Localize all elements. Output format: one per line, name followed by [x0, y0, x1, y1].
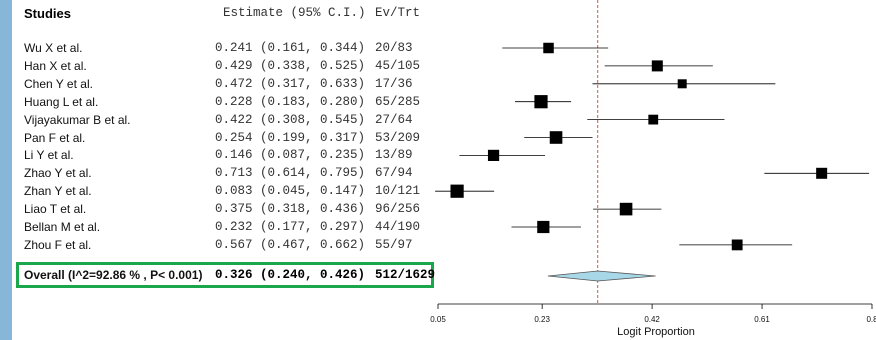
study-evtrt: 44/190: [375, 220, 421, 234]
point-estimate-square: [537, 220, 550, 234]
study-name: Liao T et al.: [24, 202, 87, 217]
point-estimate-square: [534, 95, 548, 109]
study-estimate: 0.567 (0.467, 0.662): [215, 237, 366, 252]
x-tick-label: 0.23: [534, 315, 550, 324]
study-row: Pan F et al. 0.254 (0.199, 0.317) 53/209: [0, 131, 440, 148]
header-evtrt: Ev/Trt: [375, 6, 421, 20]
study-estimate: 0.713 (0.614, 0.795): [215, 166, 366, 181]
study-estimate: 0.429 (0.338, 0.525): [215, 58, 366, 73]
study-evtrt: 45/105: [375, 58, 421, 73]
study-row: Huang L et al. 0.228 (0.183, 0.280) 65/285: [0, 95, 440, 112]
overall-highlight-box: [16, 262, 434, 288]
study-row: Han X et al. 0.429 (0.338, 0.525) 45/105: [0, 59, 440, 76]
study-evtrt: 65/285: [375, 94, 421, 109]
point-estimate-square: [648, 114, 659, 125]
header-estimate: Estimate (95% C.I.): [223, 6, 366, 20]
study-name: Wu X et al.: [24, 41, 83, 55]
header-studies: Studies: [24, 6, 71, 21]
study-row: Li Y et al. 0.146 (0.087, 0.235) 13/89: [0, 148, 440, 165]
study-evtrt: 53/209: [375, 130, 421, 145]
x-tick-label: 0.61: [754, 315, 770, 324]
point-estimate-square: [651, 60, 663, 72]
overall-diamond: [547, 270, 656, 282]
study-evtrt: 67/94: [375, 166, 413, 181]
study-name: Zhao Y et al.: [24, 166, 92, 181]
x-axis-label: Logit Proportion: [617, 326, 695, 338]
study-evtrt: 17/36: [375, 76, 413, 91]
study-name: Li Y et al.: [24, 148, 74, 163]
study-name: Han X et al.: [24, 58, 87, 73]
study-row: Zhao Y et al. 0.713 (0.614, 0.795) 67/94: [0, 166, 440, 183]
x-tick-label: 0.8: [866, 315, 876, 324]
study-evtrt: 10/121: [375, 184, 421, 199]
study-row: Zhan Y et al. 0.083 (0.045, 0.147) 10/121: [0, 184, 440, 201]
study-row: Chen Y et al. 0.472 (0.317, 0.633) 17/36: [0, 77, 440, 94]
overall-estimate: 0.326 (0.240, 0.426): [215, 268, 366, 282]
study-evtrt: 27/64: [375, 112, 413, 127]
overall-row: Overall (I^2=92.86 % , P< 0.001) 0.326 (…: [0, 268, 440, 285]
point-estimate-square: [677, 79, 687, 89]
study-row: Liao T et al. 0.375 (0.318, 0.436) 96/256: [0, 202, 440, 219]
study-estimate: 0.083 (0.045, 0.147): [215, 184, 366, 199]
point-estimate-square: [487, 149, 500, 161]
study-evtrt: 55/97: [375, 237, 413, 252]
x-tick-label: 0.42: [644, 315, 660, 324]
study-estimate: 0.146 (0.087, 0.235): [215, 148, 366, 163]
study-evtrt: 20/83: [375, 41, 413, 55]
study-name: Vijayakumar B et al.: [24, 112, 131, 127]
study-estimate: 0.232 (0.177, 0.297): [215, 220, 366, 234]
study-estimate: 0.228 (0.183, 0.280): [215, 94, 366, 109]
point-estimate-square: [450, 184, 464, 198]
overall-evtrt: 512/1629: [375, 268, 436, 282]
study-name: Huang L et al.: [24, 94, 99, 109]
study-row: Wu X et al. 0.241 (0.161, 0.344) 20/83: [0, 41, 440, 58]
study-estimate: 0.472 (0.317, 0.633): [215, 76, 366, 91]
left-sidebar-strip: [0, 0, 12, 340]
study-name: Bellan M et al.: [24, 220, 101, 234]
study-evtrt: 96/256: [375, 202, 421, 217]
study-name: Zhan Y et al.: [24, 184, 92, 199]
study-evtrt: 13/89: [375, 148, 413, 163]
study-estimate: 0.375 (0.318, 0.436): [215, 202, 366, 217]
study-name: Zhou F et al.: [24, 237, 92, 252]
point-estimate-square: [816, 167, 828, 179]
study-estimate: 0.241 (0.161, 0.344): [215, 41, 366, 55]
study-row: Vijayakumar B et al. 0.422 (0.308, 0.545)…: [0, 113, 440, 130]
study-name: Pan F et al.: [24, 130, 86, 145]
study-row: Zhou F et al. 0.567 (0.467, 0.662) 55/97: [0, 238, 440, 255]
study-name: Chen Y et al.: [24, 76, 93, 91]
point-estimate-square: [619, 202, 633, 216]
study-estimate: 0.254 (0.199, 0.317): [215, 130, 366, 145]
study-row: Bellan M et al. 0.232 (0.177, 0.297) 44/19…: [0, 220, 440, 237]
point-estimate-square: [543, 42, 554, 54]
overall-label: Overall (I^2=92.86 % , P< 0.001): [24, 268, 203, 282]
point-estimate-square: [731, 239, 743, 251]
x-tick-label: 0.05: [430, 315, 446, 324]
study-estimate: 0.422 (0.308, 0.545): [215, 112, 366, 127]
point-estimate-square: [549, 131, 563, 144]
